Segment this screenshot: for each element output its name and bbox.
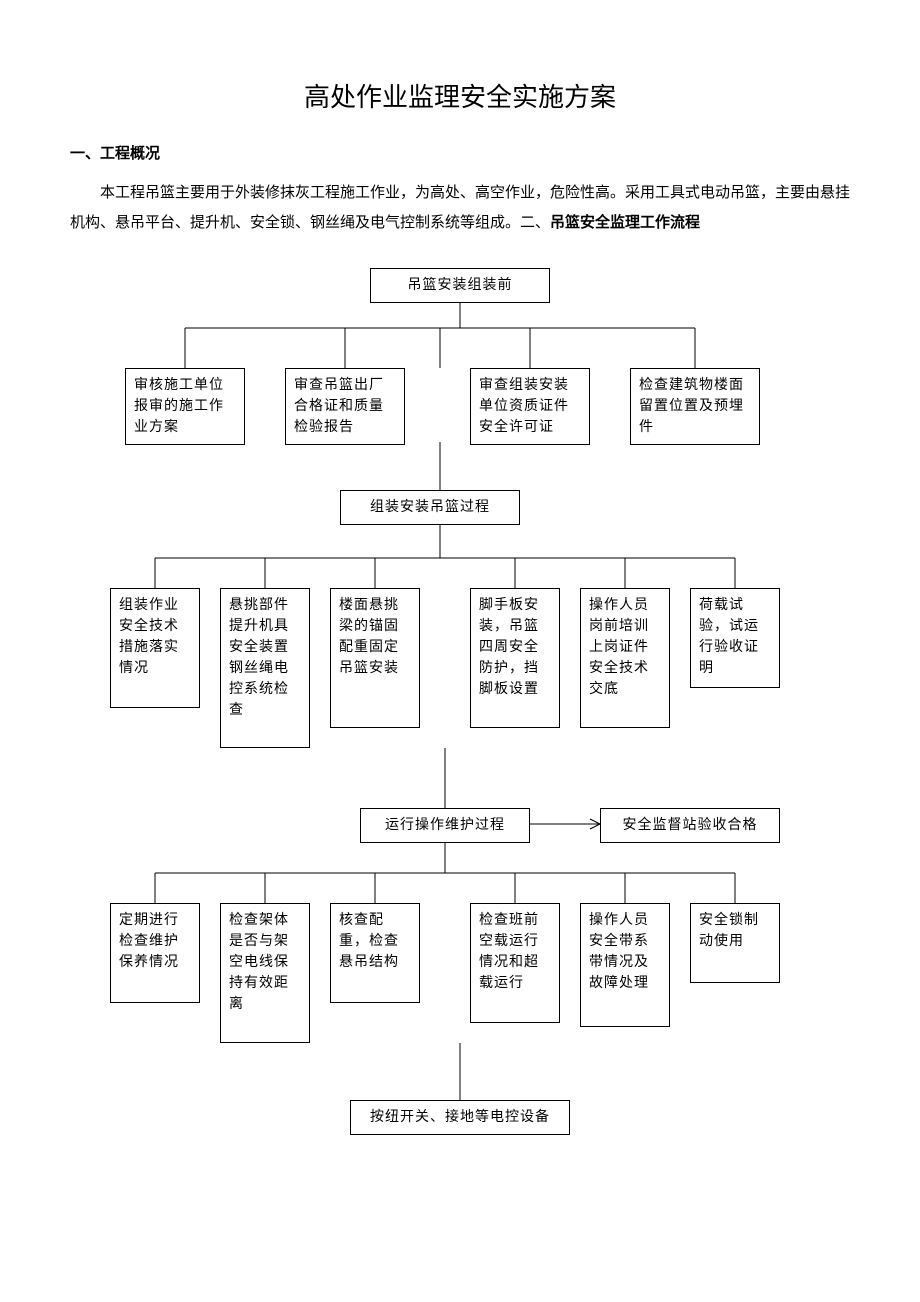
node-r3-2: 检查架体是否与架空电线保持有效距离 [220, 903, 310, 1043]
node-side: 安全监督站验收合格 [600, 808, 780, 843]
node-bottom: 按纽开关、接地等电控设备 [350, 1100, 570, 1135]
section-2-heading: 吊篮安全监理工作流程 [550, 215, 700, 231]
node-r3-3: 核查配重，检查悬吊结构 [330, 903, 420, 1003]
paragraph-1: 本工程吊篮主要用于外装修抹灰工程施工作业，为高处、高空作业，危险性高。采用工具式… [70, 178, 850, 238]
node-r1-3: 审查组装安装单位资质证件安全许可证 [470, 368, 590, 445]
node-r2-2: 悬挑部件提升机具安全装置钢丝绳电控系统检查 [220, 588, 310, 748]
node-r3-1: 定期进行检查维护保养情况 [110, 903, 200, 1003]
node-r3-6: 安全锁制动使用 [690, 903, 780, 983]
page-title: 高处作业监理安全实施方案 [70, 77, 850, 114]
node-r1-2: 审查吊篮出厂合格证和质量检验报告 [285, 368, 405, 445]
flowchart: 吊篮安装组装前 审核施工单位报审的施工作业方案 审查吊篮出厂合格证和质量检验报告… [70, 268, 850, 1188]
para-text: 本工程吊篮主要用于外装修抹灰工程施工作业，为高处、高空作业，危险性高。采用工具式… [70, 185, 850, 231]
node-r2-1: 组装作业安全技术措施落实情况 [110, 588, 200, 708]
node-r3-5: 操作人员安全带系带情况及故障处理 [580, 903, 670, 1027]
node-r1-1: 审核施工单位报审的施工作业方案 [125, 368, 245, 445]
node-r2-3: 楼面悬挑梁的锚固配重固定吊篮安装 [330, 588, 420, 728]
node-r2-4: 脚手板安装，吊篮四周安全防护，挡脚板设置 [470, 588, 560, 728]
node-top: 吊篮安装组装前 [370, 268, 550, 303]
node-r2-6: 荷载试验，试运行验收证明 [690, 588, 780, 688]
node-mid2: 运行操作维护过程 [360, 808, 530, 843]
node-mid1: 组装安装吊篮过程 [340, 490, 520, 525]
node-r3-4: 检查班前空载运行情况和超载运行 [470, 903, 560, 1023]
node-r2-5: 操作人员岗前培训上岗证件安全技术交底 [580, 588, 670, 728]
section-1-heading: 一、工程概况 [70, 142, 850, 163]
node-r1-4: 检查建筑物楼面留置位置及预埋件 [630, 368, 760, 445]
